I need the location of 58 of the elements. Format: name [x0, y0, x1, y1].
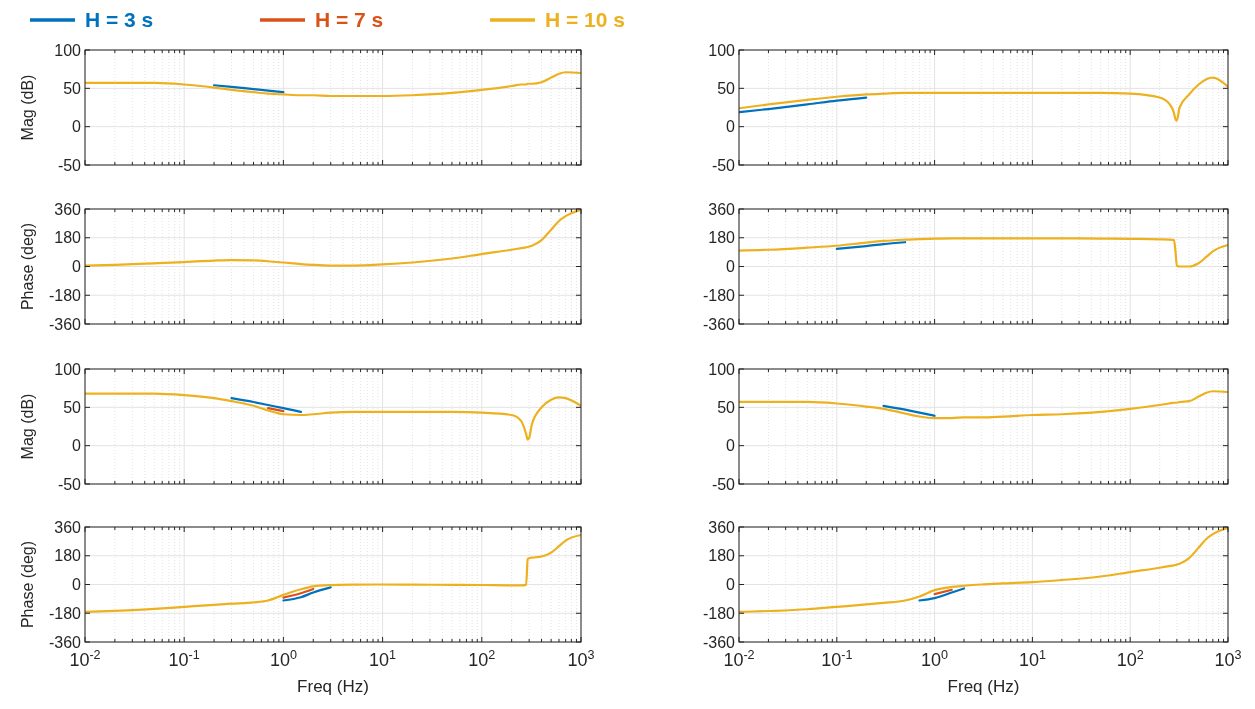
y-tick-label: 0 — [72, 576, 82, 594]
y-tick-label: 360 — [54, 200, 82, 218]
y-tick-label: 50 — [63, 398, 82, 416]
y-axis-title: Mag (dB) — [19, 393, 36, 460]
y-tick-label: 0 — [72, 118, 82, 136]
x-tick-label: 10$^{3}$ — [1214, 648, 1242, 670]
y-tick-label: 180 — [54, 229, 82, 247]
y-tick-label: 0 — [72, 258, 82, 276]
y-tick-label: -360 — [48, 315, 82, 333]
line-series — [282, 586, 332, 602]
x-tick-label: 10$^{1}$ — [1018, 648, 1046, 670]
x-axis-title: Freq (Hz) — [297, 677, 369, 696]
x-tick-label: 10$^{-2}$ — [723, 648, 755, 670]
x-tick-label: 10$^{1}$ — [369, 648, 397, 670]
y-tick-label: -50 — [711, 156, 736, 174]
y-tick-label: 0 — [726, 258, 736, 276]
y-tick-label: 100 — [708, 41, 736, 59]
y-axis-title: Phase (deg) — [19, 540, 36, 629]
y-tick-label: 180 — [708, 547, 736, 565]
y-tick-label: -50 — [711, 475, 736, 493]
y-tick-label: -360 — [702, 315, 736, 333]
y-axis-title: Phase (deg) — [19, 222, 36, 311]
y-axis-title: Mag (dB) — [19, 74, 36, 141]
x-tick-label: 10$^{2}$ — [468, 648, 496, 670]
y-tick-label: -180 — [48, 604, 82, 622]
y-tick-label: 100 — [54, 360, 82, 378]
legend-label: H = 3 s — [85, 8, 154, 32]
y-tick-label: 360 — [54, 518, 82, 536]
y-tick-label: 100 — [708, 360, 736, 378]
y-tick-label: 50 — [717, 79, 736, 97]
x-tick-label: 10$^{-1}$ — [821, 648, 853, 670]
y-tick-label: -180 — [702, 286, 736, 304]
y-tick-label: 100 — [54, 41, 82, 59]
x-axis-title: Freq (Hz) — [947, 677, 1020, 696]
y-tick-label: 180 — [708, 229, 736, 247]
x-tick-label: 10$^{-2}$ — [69, 648, 101, 670]
y-tick-label: 180 — [54, 547, 82, 565]
legend-label: H = 7 s — [315, 8, 384, 32]
y-tick-label: 50 — [717, 398, 736, 416]
x-tick-label: 10$^{-1}$ — [168, 648, 200, 670]
y-tick-label: -50 — [57, 475, 82, 493]
y-tick-label: 0 — [72, 437, 82, 455]
y-tick-label: 0 — [726, 118, 736, 136]
y-tick-label: 360 — [708, 518, 736, 536]
y-tick-label: 0 — [726, 437, 736, 455]
x-tick-label: 10$^{0}$ — [269, 648, 297, 670]
x-tick-label: 10$^{3}$ — [567, 648, 595, 670]
x-tick-label: 10$^{2}$ — [1116, 648, 1144, 670]
y-tick-label: -180 — [48, 286, 82, 304]
y-tick-label: 50 — [63, 79, 82, 97]
y-tick-label: -180 — [702, 604, 736, 622]
y-tick-label: -360 — [48, 633, 82, 651]
y-tick-label: 360 — [708, 200, 736, 218]
legend-label: H = 10 s — [545, 8, 625, 32]
y-tick-label: -50 — [57, 156, 82, 174]
y-tick-label: -360 — [702, 633, 736, 651]
y-tick-label: 0 — [726, 576, 736, 594]
x-tick-label: 10$^{0}$ — [921, 648, 949, 670]
